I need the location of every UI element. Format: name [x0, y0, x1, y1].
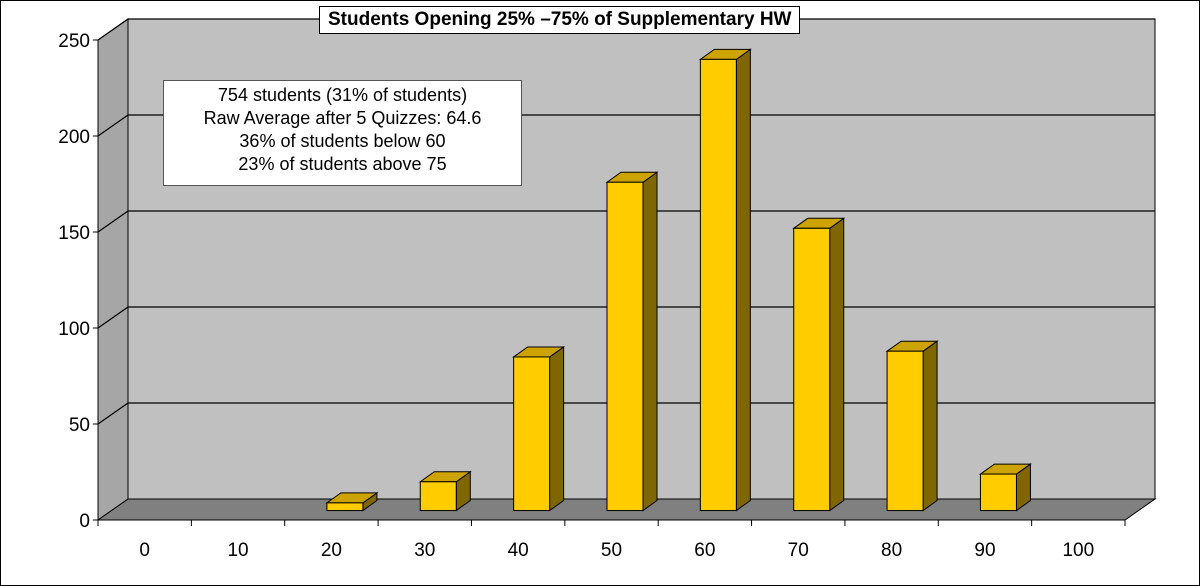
x-tick-label: 70 [788, 540, 809, 561]
x-tick-label: 60 [694, 540, 715, 561]
bar-side [642, 171, 658, 512]
x-tick-label: 90 [974, 540, 995, 561]
bar-front [979, 473, 1017, 512]
x-tick-label: 20 [321, 540, 342, 561]
bar-40 [512, 345, 566, 512]
bar-50 [605, 171, 659, 512]
bar-90 [978, 463, 1033, 512]
bar-front [606, 181, 644, 512]
bar-front [513, 356, 551, 512]
x-tick-label: 40 [508, 540, 529, 561]
x-tick-label: 80 [881, 540, 902, 561]
annotation-line: 754 students (31% of students) [217, 85, 468, 105]
gridline-side [97, 210, 129, 233]
bar-front [699, 58, 737, 512]
bar-20 [325, 491, 379, 512]
bar-front [419, 481, 457, 512]
x-tick-label: 100 [1062, 540, 1094, 561]
annotation-line: 23% of students above 75 [238, 154, 447, 174]
annotation-line: 36% of students below 60 [239, 131, 446, 151]
gridline-side [97, 306, 129, 329]
x-tick-label: 0 [139, 540, 150, 561]
annotation-box: 754 students (31% of students) Raw Avera… [163, 80, 522, 186]
gridline-side [97, 402, 129, 425]
x-tick-label: 10 [227, 540, 248, 561]
bar-60 [698, 48, 752, 512]
bar-70 [792, 217, 846, 512]
y-tick-label: 50 [69, 415, 90, 436]
bars [325, 48, 1033, 512]
chart-title: Students Opening 25% –75% of Supplementa… [319, 6, 801, 34]
bar-side [922, 340, 938, 512]
bar-side [735, 48, 751, 512]
gridline-side [97, 18, 129, 41]
gridline-side [97, 114, 129, 137]
y-axis: 0 50 100 150 200 250 [58, 31, 99, 532]
y-tick-label: 150 [58, 223, 90, 244]
bar-side [829, 217, 845, 512]
x-tick-label: 30 [414, 540, 435, 561]
bar-30 [418, 470, 472, 512]
bar-side [549, 345, 565, 512]
y-tick-label: 250 [58, 31, 90, 52]
y-tick-label: 100 [58, 319, 90, 340]
bar-front [326, 502, 364, 512]
bar-80 [885, 340, 939, 512]
side-wall [97, 18, 129, 521]
y-tick-label: 200 [58, 127, 90, 148]
x-axis: 0 10 20 30 40 50 60 70 80 90 100 [97, 519, 1126, 561]
bar-front [886, 350, 924, 512]
bar-front [793, 227, 831, 512]
annotation-line: Raw Average after 5 Quizzes: 64.6 [203, 108, 482, 128]
y-tick-label: 0 [79, 511, 90, 532]
x-tick-label: 50 [601, 540, 622, 561]
